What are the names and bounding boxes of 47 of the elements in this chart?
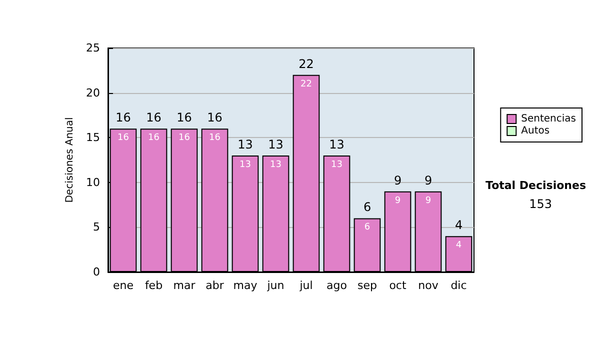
total-label: 13 (238, 138, 253, 152)
total-label: 9 (394, 173, 402, 188)
data-label: 13 (240, 160, 251, 170)
total-label: 16 (176, 110, 192, 125)
x-tick-label: sep (358, 279, 378, 292)
x-tick-label: mar (173, 279, 196, 292)
y-tick-label: 15 (86, 131, 100, 144)
data-label: 6 (364, 222, 370, 233)
y-tick-label: 20 (86, 86, 100, 100)
data-label: 22 (300, 79, 312, 90)
data-label: 13 (331, 160, 342, 170)
text: 153 (529, 197, 552, 211)
data-label: 9 (394, 196, 401, 206)
total-label: 16 (207, 110, 222, 125)
total-label: 6 (363, 200, 372, 214)
x-tick-label: abr (206, 279, 224, 292)
legend-label: Autos (521, 126, 550, 136)
y-tick-label: 0 (93, 266, 100, 278)
data-label: 13 (270, 160, 282, 170)
x-tick-label: ene (112, 279, 134, 292)
total-label: 22 (298, 56, 314, 71)
x-tick-label: jun (266, 279, 284, 292)
data-label: 4 (456, 240, 462, 251)
data-label: 9 (425, 196, 432, 206)
x-tick-label: may (233, 279, 258, 292)
total-label: 13 (268, 138, 284, 152)
total-label: 16 (116, 110, 131, 125)
x-tick-label: oct (389, 279, 407, 292)
data-label: 16 (148, 133, 160, 144)
x-tick-label: jul (298, 279, 313, 292)
total-label: 9 (424, 173, 432, 188)
y-tick-label: 10 (86, 176, 100, 189)
total-label: 4 (454, 218, 463, 232)
x-tick-label: feb (144, 279, 163, 292)
x-tick-label: nov (418, 279, 439, 292)
data-label: 16 (209, 133, 221, 144)
data-label: 16 (118, 133, 130, 144)
text: Total Decisiones (486, 179, 586, 192)
x-tick-label: dic (450, 279, 467, 292)
x-tick-label: ago (326, 279, 348, 292)
y-axis-title: Decisiones Anual (64, 117, 76, 203)
y-tick-label: 5 (93, 220, 100, 234)
total-label: 16 (146, 110, 162, 125)
y-tick-label: 25 (86, 42, 100, 54)
legend-label: Sentencias (521, 114, 576, 124)
data-label: 16 (178, 133, 190, 144)
total-label: 13 (329, 138, 344, 152)
